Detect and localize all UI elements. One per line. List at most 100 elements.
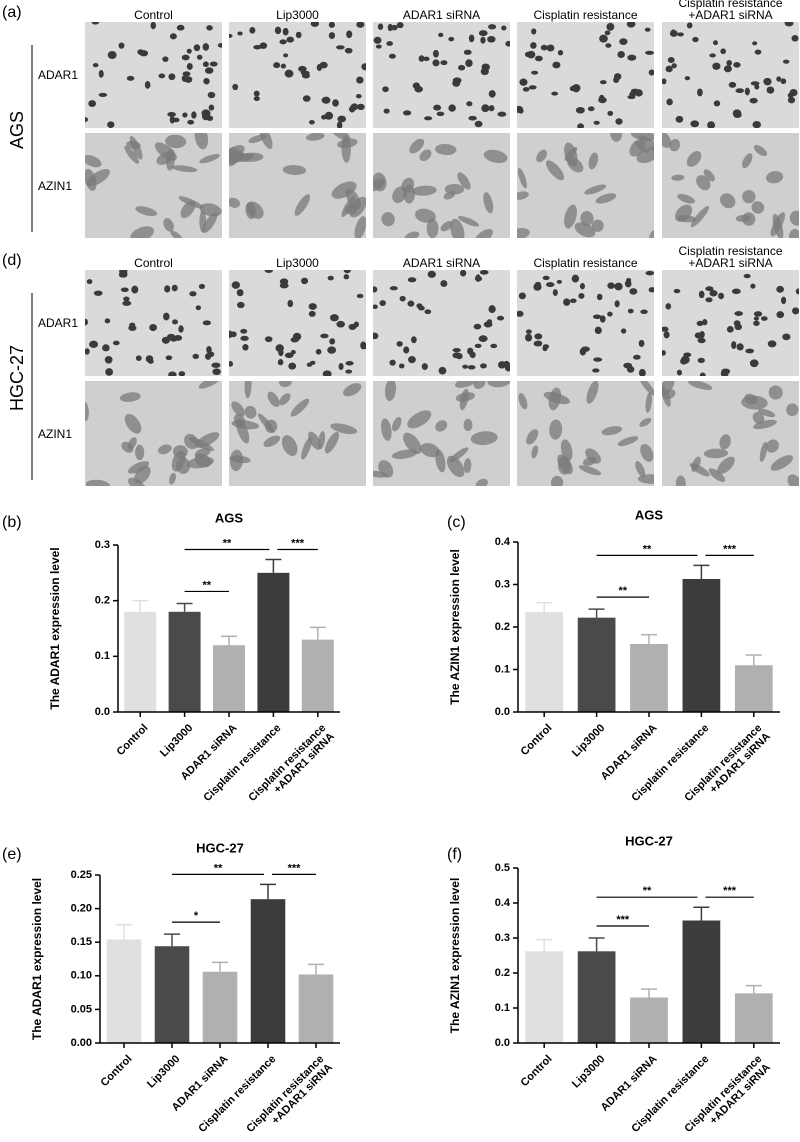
cell-nucleus	[104, 318, 111, 324]
cell-body	[330, 423, 358, 435]
cell-nucleus	[356, 293, 364, 299]
bar	[734, 993, 773, 1043]
cell-nucleus	[728, 81, 737, 88]
cell-nucleus	[176, 24, 185, 31]
cell-nucleus	[478, 30, 488, 37]
cell-nucleus	[497, 111, 507, 117]
cell-nucleus	[144, 81, 151, 89]
image-background	[229, 270, 366, 376]
cell-nucleus	[518, 292, 527, 300]
cell-body	[708, 468, 726, 482]
cell-nucleus	[713, 100, 721, 107]
cell-nucleus	[743, 273, 751, 279]
cell-nucleus	[692, 36, 699, 43]
cell-nucleus	[665, 303, 672, 310]
y-tick-label: 0.1	[495, 663, 510, 675]
cell-body	[770, 212, 785, 237]
cell-body	[640, 443, 654, 462]
cell-body	[244, 405, 257, 419]
cell-body	[308, 431, 321, 450]
y-tick-label: 0.3	[95, 539, 110, 551]
cell-nucleus	[735, 88, 745, 94]
cell-nucleus	[488, 305, 496, 314]
cell-nucleus	[337, 115, 347, 123]
cell-nucleus	[253, 45, 262, 50]
bar	[630, 997, 668, 1043]
cell-nucleus	[662, 350, 666, 356]
cell-nucleus	[760, 316, 768, 321]
cell-nucleus	[357, 103, 365, 111]
cell-nucleus	[686, 22, 693, 29]
cell-nucleus	[353, 321, 360, 328]
cell-body	[564, 142, 578, 167]
row-label: ADAR1	[38, 68, 79, 82]
image-background	[229, 381, 366, 486]
cell-body	[279, 381, 292, 388]
panel-label: (a)	[2, 4, 22, 21]
cell-nucleus	[776, 76, 782, 82]
cell-nucleus	[169, 336, 178, 342]
cell-nucleus	[283, 53, 289, 58]
cell-nucleus	[386, 41, 394, 46]
cell-body	[419, 149, 432, 162]
cell-nucleus	[552, 61, 561, 69]
cell-nucleus	[345, 361, 354, 366]
cell-body	[788, 228, 799, 238]
cell-nucleus	[290, 337, 299, 343]
cell-nucleus	[605, 43, 612, 48]
cell-body	[229, 150, 244, 165]
y-tick-label: 0.4	[495, 536, 511, 548]
cell-nucleus	[776, 285, 785, 293]
cell-nucleus	[530, 42, 537, 49]
cell-body	[770, 455, 794, 471]
cell-nucleus	[551, 91, 559, 96]
cell-nucleus	[488, 24, 497, 30]
cell-nucleus	[731, 288, 741, 295]
cell-nucleus	[754, 49, 762, 55]
cell-nucleus	[767, 340, 777, 348]
cell-nucleus	[85, 318, 89, 326]
cell-body	[630, 133, 654, 141]
cell-nucleus	[212, 368, 221, 376]
cell-nucleus	[753, 311, 763, 317]
cell-nucleus	[253, 90, 260, 97]
cell-nucleus	[126, 75, 135, 81]
cell-nucleus	[452, 352, 462, 359]
y-tick-label: 0.25	[71, 869, 92, 881]
cell-nucleus	[274, 26, 282, 35]
column-header: Control	[134, 8, 173, 22]
cell-nucleus	[191, 111, 197, 119]
cell-body	[560, 439, 573, 461]
cell-nucleus	[421, 363, 428, 371]
cell-nucleus	[399, 295, 406, 302]
cell-nucleus	[504, 364, 510, 372]
cell-nucleus	[598, 94, 605, 103]
cell-body	[463, 418, 473, 432]
cell-nucleus	[677, 32, 684, 37]
cell-nucleus	[667, 56, 675, 64]
cell-body	[457, 172, 471, 190]
cell-body	[649, 229, 654, 238]
bar	[682, 578, 721, 712]
cell-nucleus	[486, 319, 493, 324]
cell-body	[483, 149, 508, 164]
cell-nucleus	[207, 91, 216, 99]
cell-nucleus	[676, 369, 683, 376]
cell-nucleus	[383, 108, 390, 114]
cell-body	[263, 435, 281, 448]
cell-body	[435, 420, 448, 432]
cell-body	[130, 226, 155, 238]
cell-nucleus	[217, 43, 222, 48]
cell-nucleus	[206, 346, 212, 354]
cell-nucleus	[627, 54, 637, 61]
cell-nucleus	[319, 61, 328, 69]
cell-nucleus	[286, 36, 295, 43]
cell-nucleus	[569, 86, 576, 92]
cell-nucleus	[98, 70, 104, 78]
cell-body	[154, 142, 177, 161]
y-tick-label: 0.3	[495, 932, 510, 944]
cell-body	[290, 398, 310, 417]
cell-body	[318, 431, 326, 450]
cell-nucleus	[229, 361, 234, 367]
cell-body	[373, 470, 388, 478]
